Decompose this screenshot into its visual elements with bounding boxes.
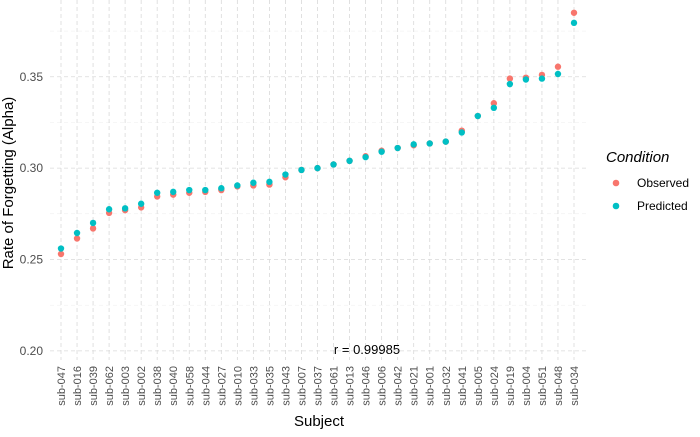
x-tick-label: sub-005 (473, 366, 485, 406)
x-tick-label: sub-037 (313, 366, 325, 406)
legend-key-predicted (612, 202, 620, 210)
y-tick-label: 0.25 (20, 252, 44, 266)
x-tick-label: sub-044 (200, 366, 212, 406)
point-predicted-sub-058 (186, 186, 193, 194)
point-predicted-sub-010 (234, 182, 241, 189)
x-axis-title: Subject (294, 413, 345, 430)
x-tick-label: sub-040 (168, 366, 180, 406)
point-predicted-sub-043 (282, 171, 289, 178)
y-tick-label: 0.30 (20, 161, 44, 175)
legend-title: Condition (606, 149, 669, 166)
point-predicted-sub-004 (522, 76, 530, 83)
y-tick-label: 0.20 (20, 344, 44, 358)
x-tick-label: sub-047 (56, 366, 68, 406)
data-points (57, 9, 578, 258)
point-observed-sub-024 (490, 100, 498, 107)
point-predicted-sub-062 (105, 206, 113, 213)
point-predicted-sub-003 (121, 205, 129, 212)
point-predicted-sub-032 (442, 138, 449, 145)
point-predicted-sub-035 (266, 178, 273, 186)
legend-label-observed: Observed (637, 176, 689, 190)
x-axis-ticks: sub-047 sub-016 sub-039 sub-062 sub-003 sub-0… (56, 366, 581, 406)
point-predicted-sub-047 (57, 245, 65, 252)
x-tick-label: sub-034 (569, 366, 581, 406)
point-predicted-sub-041 (458, 129, 465, 136)
point-predicted-sub-037 (314, 164, 321, 172)
legend-label-predicted: Predicted (637, 199, 688, 213)
x-tick-label: sub-058 (184, 366, 196, 406)
x-tick-label: sub-027 (216, 366, 228, 406)
x-tick-label: sub-051 (537, 366, 549, 406)
x-tick-label: sub-021 (409, 366, 421, 406)
x-tick-label: sub-016 (72, 366, 84, 406)
point-predicted-sub-006 (378, 148, 385, 155)
x-tick-label: sub-004 (521, 366, 533, 406)
point-observed-sub-034 (570, 9, 578, 16)
point-predicted-sub-016 (73, 229, 81, 237)
x-tick-label: sub-003 (120, 366, 132, 406)
point-predicted-sub-046 (362, 153, 369, 161)
point-predicted-sub-033 (250, 179, 257, 186)
point-predicted-sub-005 (474, 112, 482, 120)
x-tick-label: sub-042 (393, 366, 405, 406)
x-tick-label: sub-001 (425, 366, 437, 406)
x-tick-label: sub-013 (345, 366, 357, 406)
x-tick-label: sub-033 (248, 366, 260, 406)
x-tick-label: sub-006 (377, 366, 389, 406)
point-observed-sub-047 (57, 250, 65, 258)
point-predicted-sub-007 (298, 166, 305, 174)
x-tick-label: sub-002 (136, 366, 148, 406)
x-tick-label: sub-035 (264, 366, 276, 406)
point-predicted-sub-034 (570, 19, 578, 27)
point-predicted-sub-048 (554, 70, 562, 78)
x-tick-label: sub-007 (296, 366, 308, 406)
x-tick-label: sub-043 (280, 366, 292, 406)
x-tick-label: sub-062 (104, 366, 116, 406)
grid (50, 0, 586, 360)
point-predicted-sub-019 (506, 80, 514, 88)
x-tick-label: sub-039 (88, 366, 100, 406)
point-observed-sub-016 (73, 235, 81, 242)
point-predicted-sub-027 (218, 185, 225, 192)
legend-key-observed (612, 179, 620, 187)
correlation-annotation: r = 0.99985 (334, 342, 400, 357)
x-tick-label: sub-048 (553, 366, 565, 406)
point-predicted-sub-013 (346, 157, 353, 165)
x-tick-label: sub-038 (152, 366, 164, 406)
x-tick-label: sub-046 (361, 366, 373, 406)
point-predicted-sub-039 (89, 219, 97, 227)
x-tick-label: sub-032 (441, 366, 453, 406)
point-predicted-sub-021 (410, 141, 417, 148)
legend: Condition Observed Predicted (606, 149, 689, 213)
point-predicted-sub-038 (153, 189, 161, 196)
point-observed-sub-048 (554, 63, 562, 70)
point-observed-sub-039 (89, 225, 97, 232)
x-tick-label: sub-024 (489, 366, 501, 406)
y-tick-label: 0.35 (20, 70, 44, 84)
point-predicted-sub-051 (538, 75, 546, 82)
point-predicted-sub-044 (202, 186, 209, 194)
point-predicted-sub-002 (137, 200, 145, 207)
point-observed-sub-019 (506, 75, 514, 82)
x-tick-label: sub-041 (457, 366, 469, 406)
x-tick-label: sub-019 (505, 366, 517, 406)
point-predicted-sub-001 (426, 140, 433, 147)
point-predicted-sub-061 (330, 161, 337, 168)
x-tick-label: sub-061 (329, 366, 341, 406)
y-axis-ticks: 0.20 0.25 0.30 0.35 (20, 70, 44, 358)
x-tick-label: sub-010 (232, 366, 244, 406)
point-predicted-sub-042 (394, 144, 401, 152)
point-predicted-sub-024 (490, 104, 498, 112)
point-predicted-sub-040 (170, 188, 177, 196)
y-axis-title: Rate of Forgetting (Alpha) (0, 97, 17, 270)
